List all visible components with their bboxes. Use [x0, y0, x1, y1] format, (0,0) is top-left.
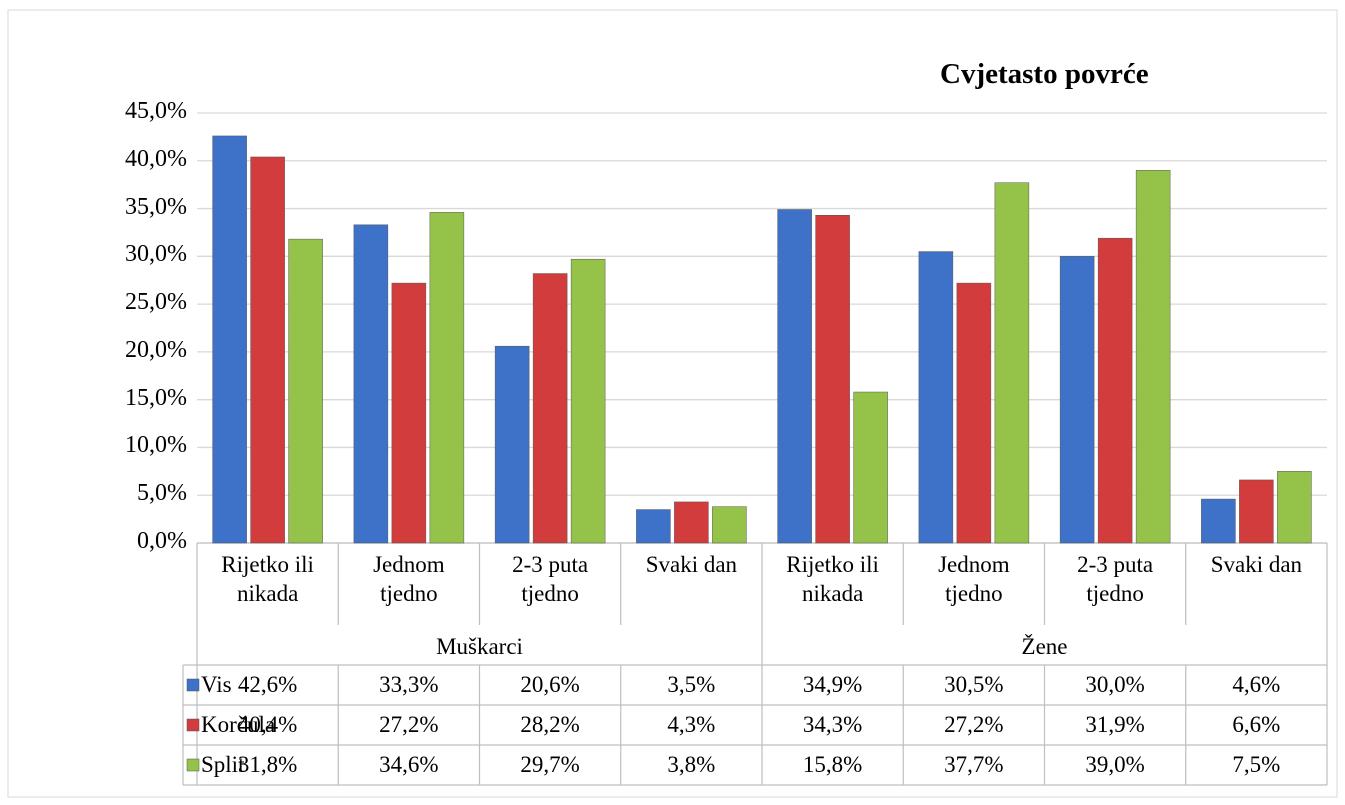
- bar: [1059, 256, 1095, 544]
- y-tick-label: 10,0%: [125, 432, 187, 459]
- bar: [674, 501, 709, 544]
- y-tick-label: 5,0%: [137, 480, 187, 507]
- bar: [391, 282, 427, 544]
- chart-title: Cvjetasto povrće: [940, 58, 1149, 90]
- x-tick-label: Rijetko ili nikada: [786, 552, 879, 606]
- bar: [777, 209, 812, 544]
- legend-marker: [186, 758, 200, 772]
- y-tick-label: 35,0%: [125, 193, 187, 220]
- x-tick-label: 2-3 puta tjedno: [1077, 552, 1154, 606]
- table-cell: 4,6%: [1232, 672, 1281, 697]
- legend-label: Vis: [201, 672, 232, 697]
- y-tick-label: 15,0%: [125, 384, 187, 411]
- bar: [1097, 237, 1133, 544]
- x-tick-label: Jednom tjedno: [938, 552, 1010, 606]
- bar: [494, 345, 530, 544]
- bar: [429, 212, 465, 544]
- bar: [918, 251, 954, 544]
- table-cell: 27,2%: [379, 712, 439, 737]
- table-cell: 34,6%: [379, 752, 439, 777]
- table-cell: 29,7%: [520, 752, 580, 777]
- table-cell: 31,8%: [237, 752, 298, 777]
- bar: [815, 214, 850, 544]
- table-cell: 40,4%: [237, 712, 298, 737]
- bar: [353, 224, 389, 544]
- table-cell: 31,9%: [1085, 712, 1145, 737]
- table-cell: 7,5%: [1232, 752, 1281, 777]
- table-cell: 33,3%: [379, 672, 439, 697]
- bar: [532, 273, 568, 544]
- y-tick-label: 20,0%: [125, 336, 187, 363]
- table-cell: 15,8%: [802, 752, 863, 777]
- bar: [994, 182, 1030, 544]
- legend-marker: [186, 678, 200, 692]
- bar: [288, 238, 323, 544]
- table-cell: 30,5%: [944, 672, 1004, 697]
- table-cell: 30,0%: [1085, 672, 1145, 697]
- bar: [1277, 471, 1312, 544]
- table-cell: 42,6%: [237, 672, 298, 697]
- y-tick-label: 25,0%: [125, 289, 187, 316]
- bar: [853, 391, 888, 544]
- y-tick-label: 45,0%: [125, 98, 187, 124]
- legend-label: Korčula: [201, 712, 276, 737]
- x-tick-label: Jednom tjedno: [373, 552, 445, 606]
- table-cell: 39,0%: [1085, 752, 1145, 777]
- x-tick-label: Rijetko ili nikada: [221, 552, 314, 606]
- bar: [570, 258, 606, 544]
- x-tick-label: Svaki dan: [645, 552, 738, 577]
- table-cell: 6,6%: [1232, 712, 1281, 737]
- table-cell: 34,9%: [802, 672, 863, 697]
- y-tick-label: 0,0%: [137, 528, 187, 554]
- chart-border: [7, 9, 1338, 798]
- legend-marker: [186, 718, 200, 732]
- legend-label: Split: [201, 752, 245, 777]
- y-tick-label: 30,0%: [125, 241, 187, 268]
- x-tick-label: Svaki dan: [1210, 552, 1303, 577]
- bar: [1135, 170, 1171, 544]
- table-cell: 28,2%: [520, 712, 580, 737]
- bar: [212, 135, 247, 544]
- x-tick-label: 2-3 puta tjedno: [512, 552, 589, 606]
- table-cell: 37,7%: [944, 752, 1004, 777]
- bar: [636, 509, 671, 544]
- table-cell: 34,3%: [802, 712, 863, 737]
- bar: [1239, 479, 1274, 544]
- table-cell: 20,6%: [520, 672, 580, 697]
- group-label: Muškarci: [436, 634, 523, 659]
- table-cell: 3,5%: [667, 672, 716, 697]
- table-cell: 4,3%: [667, 712, 716, 737]
- bar: [250, 156, 285, 544]
- y-tick-label: 40,0%: [125, 145, 187, 172]
- bar: [956, 282, 992, 544]
- table-cell: 27,2%: [944, 712, 1004, 737]
- bar: [712, 506, 747, 544]
- bar: [1201, 498, 1236, 544]
- group-label: Žene: [1021, 634, 1068, 659]
- table-cell: 3,8%: [667, 752, 716, 777]
